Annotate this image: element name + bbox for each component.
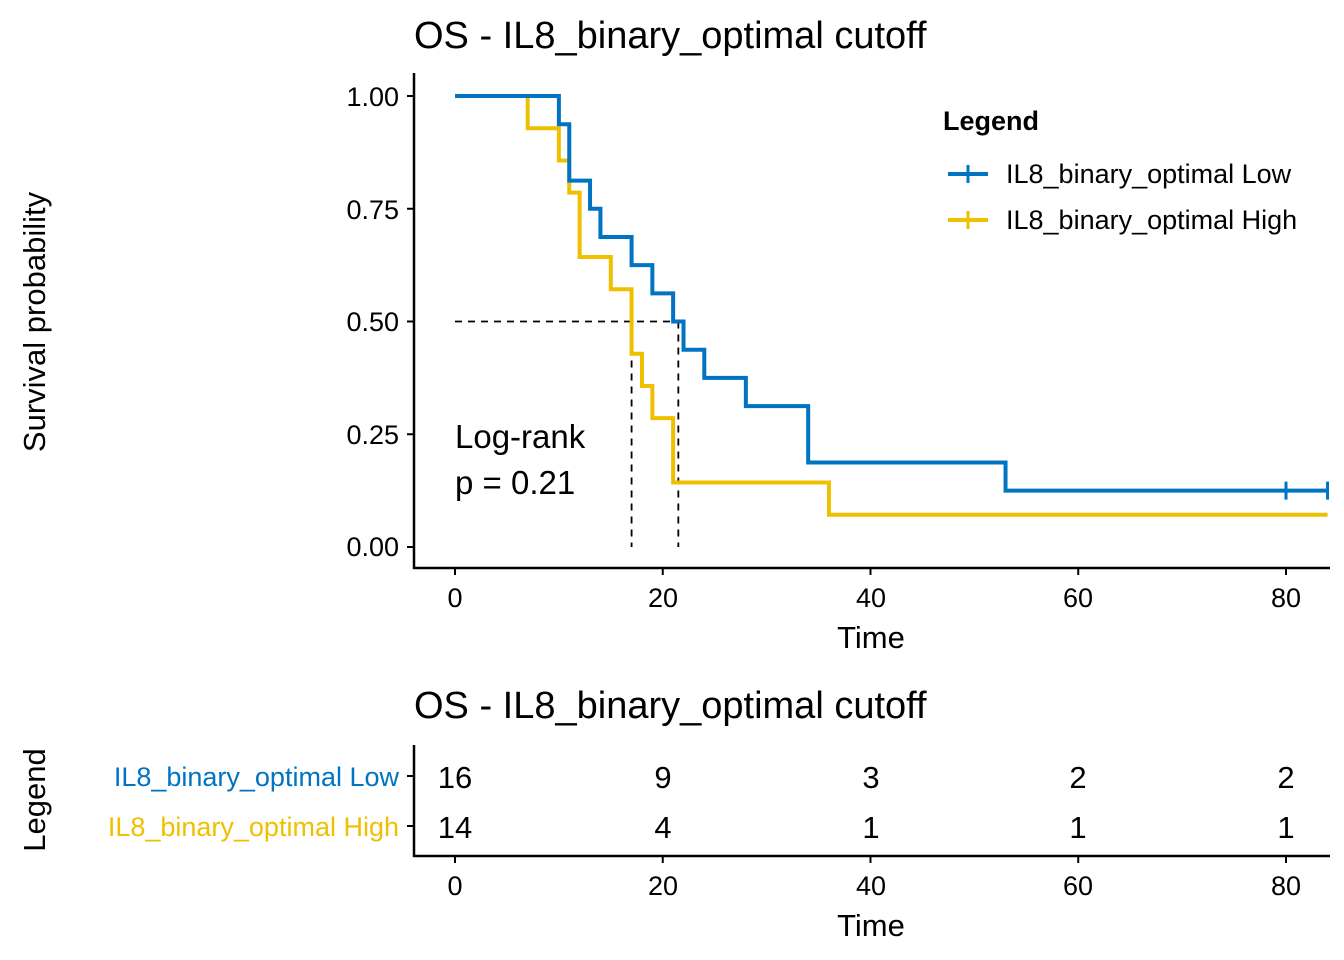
pvalue-label: p = 0.21 [455, 464, 575, 501]
legend-key-low [948, 165, 988, 183]
y-tick-1: 1.00 [346, 82, 399, 112]
risk-table-axes [412, 745, 1330, 858]
risk-table-y-title: Legend [17, 748, 52, 851]
risk-row-label-high: IL8_binary_optimal High [108, 812, 399, 842]
x-tick-60: 60 [1063, 583, 1093, 613]
x-tick-0: 0 [447, 583, 462, 613]
risk-low-t60: 2 [1069, 760, 1086, 795]
y-tick-025: 0.25 [346, 420, 399, 450]
risk-high-t80: 1 [1277, 810, 1294, 845]
survival-curve-low [455, 94, 1328, 493]
legend-label-low: IL8_binary_optimal Low [1006, 159, 1292, 189]
plot-axes [407, 73, 1330, 863]
risk-high-t40: 1 [862, 810, 879, 845]
x-tick-40: 40 [856, 583, 886, 613]
x-tick-20: 20 [648, 583, 678, 613]
risk-high-t0: 14 [438, 810, 472, 845]
risk-x-tick-60: 60 [1063, 871, 1093, 901]
survival-curves [455, 94, 1330, 517]
legend-key-high [948, 211, 988, 229]
risk-high-t20: 4 [654, 810, 671, 845]
risk-x-tick-labels: 0 20 40 60 80 [447, 871, 1301, 901]
risk-row-high: 14 4 1 1 1 [438, 810, 1295, 845]
risk-x-tick-20: 20 [648, 871, 678, 901]
x-axis-title: Time [837, 620, 905, 655]
y-tick-05: 0.50 [346, 307, 399, 337]
y-tick-075: 0.75 [346, 195, 399, 225]
risk-table-title: OS - IL8_binary_optimal cutoff [414, 685, 927, 727]
survival-curve-high [455, 94, 1328, 517]
y-axis-title: Survival probability [17, 191, 52, 452]
risk-x-tick-40: 40 [856, 871, 886, 901]
x-tick-80: 80 [1271, 583, 1301, 613]
risk-low-t40: 3 [862, 760, 879, 795]
risk-low-t20: 9 [654, 760, 671, 795]
legend-label-high: IL8_binary_optimal High [1006, 205, 1297, 235]
plot-title: OS - IL8_binary_optimal cutoff [414, 15, 927, 57]
logrank-label: Log-rank [455, 418, 586, 455]
x-tick-labels: 0 20 40 60 80 [447, 583, 1301, 613]
legend-title: Legend [943, 106, 1039, 136]
risk-high-t60: 1 [1069, 810, 1086, 845]
y-tick-labels: 0.00 0.25 0.50 0.75 1.00 [346, 82, 399, 562]
y-tick-0: 0.00 [346, 532, 399, 562]
risk-x-tick-0: 0 [447, 871, 462, 901]
risk-x-tick-80: 80 [1271, 871, 1301, 901]
risk-low-t80: 2 [1277, 760, 1294, 795]
risk-x-axis-title: Time [837, 908, 905, 943]
risk-row-low: 16 9 3 2 2 [438, 760, 1295, 795]
median-lines [455, 320, 680, 547]
risk-row-label-low: IL8_binary_optimal Low [114, 762, 400, 792]
legend: Legend IL8_binary_optimal Low IL8_binary… [943, 106, 1297, 235]
risk-low-t0: 16 [438, 760, 472, 795]
